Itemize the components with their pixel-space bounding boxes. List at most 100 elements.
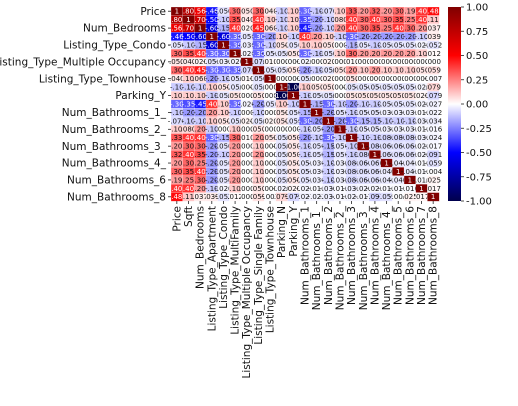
cell-value-label: .050	[251, 126, 267, 134]
cell-value-label: .050	[286, 159, 302, 167]
cell-value-label: .000	[262, 176, 278, 184]
cell-value-label: -.10	[193, 117, 207, 125]
cell-value-label: -.027	[296, 193, 314, 201]
cell-value-label: -.040	[389, 159, 407, 167]
cell-value-label: -.20	[368, 33, 382, 41]
cell-value-label: -.20	[193, 109, 207, 117]
cell-value-label: -.20	[321, 126, 335, 134]
cell-value-label: .010	[344, 58, 360, 66]
cell-value-label: -.10	[321, 24, 335, 32]
cell-value-label: 1	[198, 24, 202, 32]
cell-value-label: .020	[239, 117, 255, 125]
x-tick-label: Parking_Y	[288, 205, 300, 256]
cell-value-label: .30	[171, 50, 182, 58]
cell-value-label: .000	[239, 193, 255, 201]
x-tick-label: Num_Bathrooms_8	[428, 206, 440, 305]
cell-value-label: .010	[239, 134, 255, 142]
cell-value-label: -.10	[205, 126, 219, 134]
cell-value-label: .050	[355, 92, 371, 100]
cell-value-label: .45	[253, 24, 264, 32]
cell-value-label: -.20	[356, 33, 370, 41]
cell-value-label: -.050	[354, 109, 372, 117]
cell-value-label: -.010	[331, 185, 349, 193]
cell-value-label: -.050	[319, 92, 337, 100]
cell-value-label: -.20	[205, 159, 219, 167]
cell-value-label: 1	[361, 143, 365, 151]
cell-value-label: .059	[251, 193, 267, 201]
cell-value-label: -.20	[345, 100, 359, 108]
cell-value-label: -.35	[182, 100, 196, 108]
cell-value-label: .017	[425, 185, 441, 193]
cell-value-label: .40	[183, 151, 194, 159]
cell-value-label: -.30	[298, 8, 312, 16]
cell-value-label: .050	[286, 176, 302, 184]
cell-value-label: .25	[183, 176, 194, 184]
cell-value-label: -.050	[401, 41, 419, 49]
cell-value-label: -.052	[424, 41, 442, 49]
cell-value-label: .40	[299, 33, 310, 41]
cell-value-label: .35	[183, 168, 194, 176]
cell-value-label: -.060	[366, 159, 384, 167]
y-tick-label: Num_Bathrooms_6	[67, 175, 166, 187]
y-axis-labels: Price Num_Bedrooms Listing_Type_Condo Listi…	[0, 6, 171, 203]
cell-value-label: .050	[286, 134, 302, 142]
cell-value-label: -.10	[182, 41, 196, 49]
cell-value-label: -.20	[310, 117, 324, 125]
cell-value-label: -.050	[214, 8, 232, 16]
cell-value-label: .30	[230, 134, 241, 142]
cell-value-label: -.10	[205, 92, 219, 100]
cell-value-label: -.10	[228, 109, 242, 117]
cell-value-label: .10	[230, 185, 241, 193]
cell-value-label: -.016	[424, 126, 443, 134]
cell-value-label: .050	[286, 151, 302, 159]
x-tick-label: Num_Bathrooms_3_	[358, 205, 370, 310]
cell-value-label: -.050	[296, 176, 314, 184]
y-tick-label: Num_Bathrooms_3_	[62, 141, 167, 153]
cell-value-label: -.30	[228, 33, 242, 41]
cell-value-label: .70	[195, 16, 206, 24]
cell-value-label: -.20	[391, 33, 405, 41]
cell-value-label: .020	[414, 92, 430, 100]
cell-value-label: .10	[253, 176, 264, 184]
cell-value-label: -.050	[354, 41, 372, 49]
cell-value-label: .000	[332, 58, 348, 66]
x-tick-label: Listing_Type_Condo	[218, 206, 230, 309]
cell-value-label: -.10	[321, 159, 335, 167]
cell-value-label: .000	[239, 151, 255, 159]
heatmap-cells: 1.80.56 -.46-.050.30.050.30.040-.10.10 -.3…	[168, 6, 443, 202]
cell-value-label: -.060	[354, 168, 372, 176]
cell-value-label: .000	[239, 185, 255, 193]
cell-value-label: .000	[262, 159, 278, 167]
cell-value-label: .050	[286, 67, 302, 75]
cell-value-label: .000	[262, 168, 278, 176]
cell-value-label: .000	[262, 143, 278, 151]
cell-value-label: .050	[379, 92, 395, 100]
cell-value-label: .020	[286, 185, 302, 193]
cell-value-label: 1	[279, 84, 283, 92]
cell-value-label: .33	[346, 8, 357, 16]
cell-value-label: -.10	[287, 33, 301, 41]
cell-value-label: -.030	[238, 41, 256, 49]
y-tick-label: Num_Bathrooms_1_	[62, 107, 167, 119]
cell-value-label: -.30	[252, 50, 266, 58]
colorbar-tick-label: 0.50	[466, 51, 488, 62]
cell-value-label: -.050	[238, 33, 256, 41]
cell-value-label: .020	[192, 58, 208, 66]
y-tick-label: Price	[140, 6, 166, 18]
cell-value-label: -.050	[273, 168, 291, 176]
cell-value-label: -.10	[333, 134, 347, 142]
cell-value-label: .20	[311, 33, 322, 41]
cell-value-label: .20	[358, 50, 369, 58]
cell-value-label: .35	[195, 151, 206, 159]
cell-value-label: -.020	[412, 84, 430, 92]
cell-value-label: .012	[425, 50, 441, 58]
cell-value-label: -.020	[354, 185, 372, 193]
cell-value-label: .11	[183, 193, 194, 201]
cell-value-label: -.091	[424, 151, 442, 159]
cell-value-label: -.030	[319, 185, 337, 193]
cell-value-label: -.10	[298, 126, 312, 134]
cell-value-label: -.050	[401, 100, 419, 108]
cell-value-label: -.020	[214, 185, 232, 193]
cell-value-label: -.50	[182, 33, 196, 41]
cell-value-label: .000	[239, 159, 255, 167]
